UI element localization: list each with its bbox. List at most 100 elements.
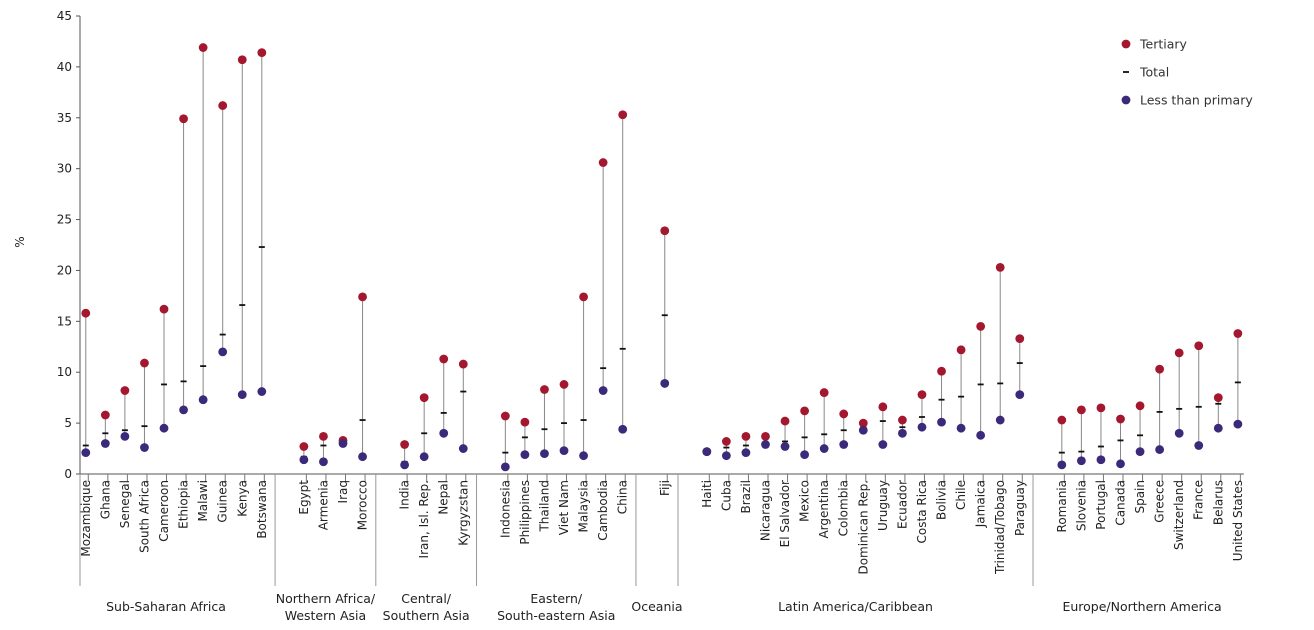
tertiary-point [741, 431, 751, 441]
tertiary-point [618, 110, 628, 120]
x-category-label: Ghana [98, 480, 112, 519]
tertiary-point [1015, 334, 1025, 344]
tertiary-point [1096, 403, 1106, 413]
tertiary-point [598, 158, 608, 167]
less-than-primary-point [419, 452, 429, 462]
x-category-label: Kyrgyzstan [456, 480, 470, 546]
less-than-primary-point [299, 455, 309, 465]
group-label: Southern Asia [383, 608, 470, 623]
tertiary-point [257, 48, 267, 58]
y-tick-label: 35 [57, 111, 72, 125]
less-than-primary-point [120, 431, 130, 441]
less-than-primary-point [1174, 428, 1184, 438]
tertiary-point [917, 390, 927, 400]
less-than-primary-point [956, 423, 966, 433]
x-category-label: Nepal [437, 480, 451, 515]
tertiary-point [1155, 364, 1165, 374]
x-category-label: Uruguay [876, 480, 890, 531]
legend-label: Total [1139, 65, 1169, 80]
group-labels: Sub-Saharan Africa Northern Africa/Wester… [106, 591, 1222, 623]
legend-tertiary-marker [1121, 39, 1131, 49]
x-category-label: Argentina [817, 480, 831, 539]
tertiary-point [839, 409, 849, 419]
x-category-label: Cuba [719, 480, 733, 511]
y-axis-label: % [13, 236, 27, 247]
less-than-primary-point [1057, 460, 1067, 470]
x-category-label: Ethiopia [177, 480, 191, 529]
y-tick-label: 15 [57, 314, 72, 328]
less-than-primary-point [721, 451, 731, 461]
tertiary-point [237, 55, 247, 65]
x-category-label: Ecuador [895, 480, 909, 529]
less-than-primary-point [439, 428, 449, 438]
group-label: Latin America/Caribbean [778, 599, 933, 614]
x-category-label: South Africa [137, 480, 151, 553]
less-than-primary-point [358, 452, 367, 462]
tertiary-point [660, 226, 670, 236]
x-category-label: Canada [1114, 480, 1128, 526]
less-than-primary-point [780, 442, 790, 451]
less-than-primary-point [257, 387, 267, 396]
tertiary-point [780, 416, 790, 426]
less-than-primary-point [618, 424, 628, 434]
x-category-label: Guinea [216, 480, 230, 523]
tertiary-point [100, 410, 110, 420]
x-category-label: Kenya [235, 480, 249, 517]
x-category-label: France [1192, 480, 1206, 520]
less-than-primary-point [100, 439, 110, 448]
tertiary-point [458, 359, 468, 369]
group-label: Oceania [631, 599, 682, 614]
tertiary-point [819, 388, 829, 397]
less-than-primary-point [237, 390, 247, 400]
less-than-primary-point [540, 449, 549, 459]
x-category-label: United States [1231, 480, 1245, 561]
less-than-primary-point [179, 405, 188, 415]
tertiary-point [319, 431, 328, 441]
less-than-primary-point [1213, 423, 1223, 433]
less-than-primary-point [81, 448, 91, 458]
group-label: Europe/Northern America [1062, 599, 1221, 614]
tertiary-point [579, 292, 588, 302]
less-than-primary-point [400, 460, 410, 470]
x-category-label: Jamaica [974, 480, 988, 528]
less-than-primary-point [1194, 441, 1204, 450]
group-label: Sub-Saharan Africa [106, 599, 226, 614]
less-than-primary-point [800, 450, 810, 460]
less-than-primary-point [898, 428, 907, 438]
x-category-label: Botswana [255, 480, 269, 539]
less-than-primary-point [839, 440, 849, 449]
tertiary-point [761, 431, 770, 441]
tertiary-point [140, 358, 149, 368]
x-category-label: Morocco [356, 480, 370, 530]
less-than-primary-point [218, 347, 228, 357]
legend: Tertiary Total Less than primary [1121, 37, 1253, 108]
tertiary-point [299, 442, 309, 451]
x-category-label: Spain [1133, 480, 1147, 514]
x-category-label: Philippines [518, 480, 532, 545]
tertiary-point [937, 366, 946, 376]
x-category-label: Dominican Rep. [856, 480, 870, 575]
y-tick-label: 0 [64, 467, 72, 481]
less-than-primary-point [500, 462, 510, 472]
x-category-label: Romania [1055, 480, 1069, 532]
less-than-primary-point [878, 440, 888, 449]
x-category-label: Thailand [537, 480, 551, 533]
x-category-label: Portugal [1094, 480, 1108, 530]
x-category-label: Slovenia [1074, 480, 1088, 531]
less-than-primary-point [1135, 447, 1145, 457]
tertiary-point [81, 308, 91, 318]
less-than-primary-point [1233, 419, 1243, 429]
less-than-primary-point [319, 457, 328, 467]
x-category-label: Mozambique [79, 480, 93, 557]
tertiary-point [358, 292, 367, 302]
group-label: South-eastern Asia [497, 608, 615, 623]
tertiary-point [1194, 341, 1204, 351]
x-category-label: Fiji [658, 480, 672, 496]
y-tick-label: 25 [57, 213, 72, 227]
y-tick-label: 30 [57, 162, 72, 176]
tertiary-point [520, 417, 530, 427]
less-than-primary-point [995, 415, 1005, 425]
tertiary-point [559, 380, 569, 389]
less-than-primary-point [858, 425, 868, 435]
legend-label: Less than primary [1140, 93, 1253, 108]
